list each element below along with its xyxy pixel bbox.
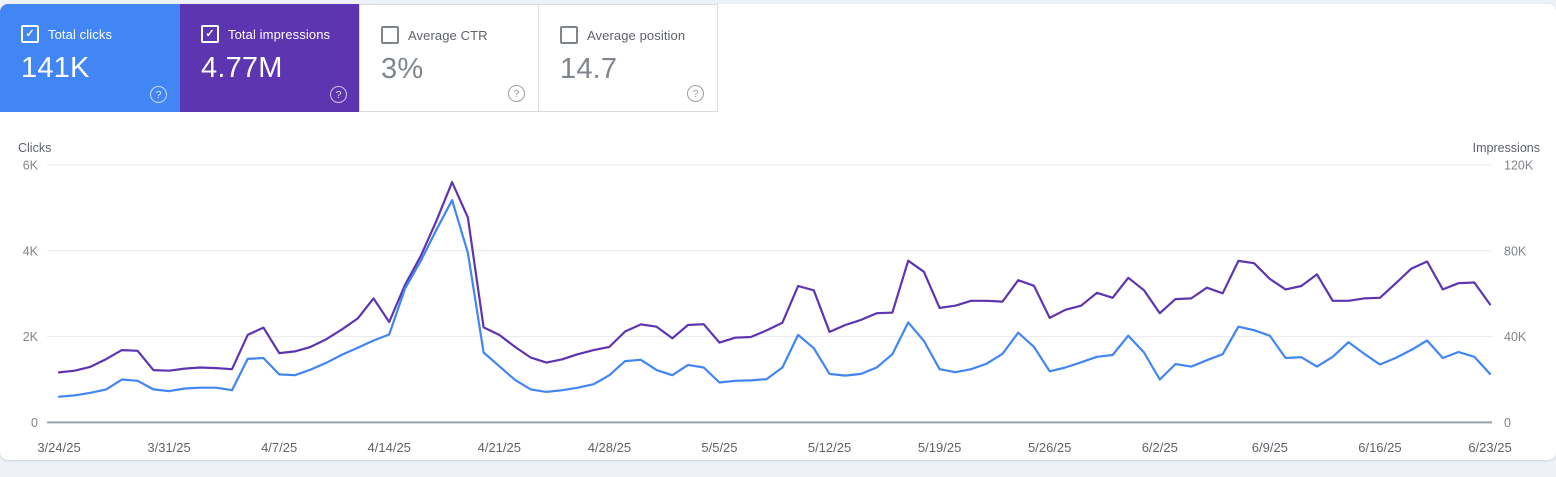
average-ctr-checkbox[interactable]: ✓ (381, 26, 399, 44)
right-axis-tick: 0 (1504, 416, 1511, 430)
total-impressions-value: 4.77M (201, 52, 283, 84)
average-position-value: 14.7 (560, 53, 618, 85)
metric-card-label: Average CTR (408, 27, 488, 43)
metric-cards-row: ✓ Total clicks 141K ? ✓ Total impression… (0, 4, 718, 112)
total-impressions-checkbox[interactable]: ✓ (201, 25, 219, 43)
date-label: 4/21/25 (478, 440, 521, 455)
left-axis-tick: 4K (23, 244, 39, 258)
right-axis-tick: 40K (1504, 330, 1527, 344)
metric-card-label: Average position (587, 27, 686, 43)
performance-panel: ✓ Total clicks 141K ? ✓ Total impression… (0, 4, 1556, 460)
date-label: 6/23/25 (1468, 440, 1511, 455)
right-axis-tick: 80K (1504, 244, 1527, 258)
left-axis-title: Clicks (18, 141, 51, 155)
date-label: 4/28/25 (588, 440, 631, 455)
check-icon: ✓ (205, 27, 215, 40)
help-icon[interactable]: ? (508, 85, 525, 102)
date-label: 5/12/25 (808, 440, 851, 455)
date-label: 5/19/25 (918, 440, 961, 455)
date-label: 6/2/25 (1142, 440, 1178, 455)
total-clicks-value: 141K (21, 52, 90, 84)
right-axis-tick: 120K (1504, 159, 1534, 173)
clicks-impressions-line-chart[interactable]: 6K 120K 4K 80K 2K 40K 0 0 Clicks Impressions 3/24/… (0, 130, 1556, 464)
average-ctr-value: 3% (381, 53, 424, 85)
left-axis-tick: 6K (23, 159, 39, 173)
metric-card-label: Total clicks (48, 26, 113, 42)
date-label: 4/14/25 (368, 440, 411, 455)
help-icon[interactable]: ? (687, 85, 704, 102)
total-clicks-checkbox[interactable]: ✓ (21, 25, 39, 43)
left-axis-tick: 0 (31, 416, 38, 430)
metric-card-average-ctr[interactable]: ✓ Average CTR 3% ? (359, 4, 539, 112)
help-icon[interactable]: ? (150, 86, 167, 103)
metric-card-label: Total impressions (228, 26, 331, 42)
average-position-checkbox[interactable]: ✓ (560, 26, 578, 44)
date-label: 4/7/25 (261, 440, 297, 455)
right-axis-title: Impressions (1473, 141, 1540, 155)
impressions-line (57, 181, 1492, 374)
date-label: 6/9/25 (1252, 440, 1288, 455)
performance-chart[interactable]: 6K 120K 4K 80K 2K 40K 0 0 Clicks Impressions 3/24/… (0, 130, 1556, 464)
metric-card-total-clicks[interactable]: ✓ Total clicks 141K ? (0, 4, 180, 112)
help-icon[interactable]: ? (330, 86, 347, 103)
check-icon: ✓ (25, 27, 35, 40)
left-axis-tick: 2K (23, 330, 39, 344)
metric-card-average-position[interactable]: ✓ Average position 14.7 ? (538, 4, 718, 112)
date-label: 3/31/25 (147, 440, 190, 455)
date-label: 5/26/25 (1028, 440, 1071, 455)
date-label: 6/16/25 (1358, 440, 1401, 455)
date-label: 5/5/25 (701, 440, 737, 455)
clicks-line (57, 199, 1492, 398)
metric-card-total-impressions[interactable]: ✓ Total impressions 4.77M ? (180, 4, 360, 112)
date-label: 3/24/25 (37, 440, 80, 455)
